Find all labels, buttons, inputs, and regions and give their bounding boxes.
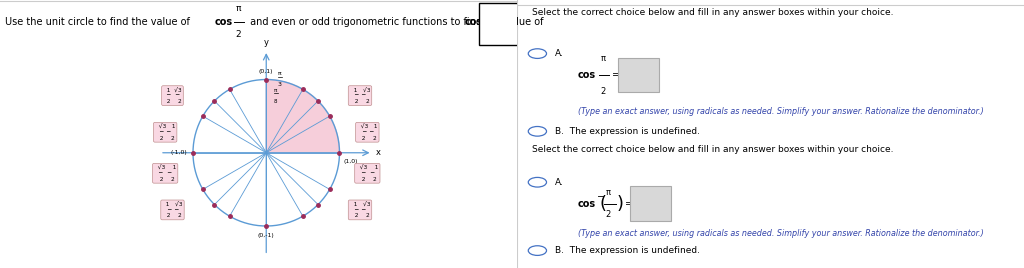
Text: 3: 3 (278, 83, 282, 87)
Text: 2: 2 (606, 210, 611, 219)
Text: (1,0): (1,0) (343, 159, 357, 164)
Text: (0,1): (0,1) (259, 69, 273, 74)
Text: 2: 2 (236, 30, 241, 39)
Text: ): ) (616, 195, 624, 213)
Text: 8: 8 (274, 99, 278, 103)
Text: (Type an exact answer, using radicals as needed. Simplify your answer. Rationali: (Type an exact answer, using radicals as… (578, 107, 984, 116)
Text: π: π (496, 10, 502, 20)
Text: cos: cos (578, 70, 596, 80)
Text: (-1,0): (-1,0) (170, 150, 187, 155)
Text: π: π (274, 88, 278, 93)
Text: π: π (236, 4, 241, 13)
Text: 1   √3
─    ─
  2    2: 1 √3 ─ ─ 2 2 (350, 202, 371, 218)
Text: x: x (376, 148, 381, 157)
Text: (Type an exact answer, using radicals as needed. Simplify your answer. Rationali: (Type an exact answer, using radicals as… (578, 229, 984, 238)
Text: cos: cos (464, 17, 482, 27)
Text: Select the correct choice below and fill in any answer boxes within your choice.: Select the correct choice below and fill… (532, 8, 894, 17)
Text: π: π (601, 54, 606, 64)
FancyBboxPatch shape (479, 3, 518, 45)
Text: (0,-1): (0,-1) (258, 233, 274, 238)
Text: 2: 2 (496, 31, 502, 40)
Text: cos: cos (578, 199, 596, 209)
Text: Select the correct choice below and fill in any answer boxes within your choice.: Select the correct choice below and fill… (532, 145, 894, 154)
Polygon shape (266, 80, 340, 153)
Text: B.  The expression is undefined.: B. The expression is undefined. (555, 127, 700, 136)
Text: and even or odd trigonometric functions to find the value of: and even or odd trigonometric functions … (247, 17, 546, 27)
Text: √3    1
─     ─
  2    2: √3 1 ─ ─ 2 2 (154, 165, 176, 182)
Text: π: π (606, 188, 611, 198)
Text: π: π (278, 71, 282, 76)
FancyBboxPatch shape (618, 58, 659, 92)
Text: 1   √3
─    ─
  2    2: 1 √3 ─ ─ 2 2 (350, 87, 371, 104)
Text: 2: 2 (601, 87, 606, 96)
Text: √3    1
─     ─
  2    2: √3 1 ─ ─ 2 2 (356, 165, 379, 182)
Text: (: ( (599, 195, 606, 213)
Text: √3   1
─    ─
  2    2: √3 1 ─ ─ 2 2 (155, 124, 175, 141)
Text: =: = (625, 199, 633, 209)
Text: y: y (264, 38, 268, 47)
Text: Use the unit circle to find the value of: Use the unit circle to find the value of (5, 17, 194, 27)
Text: 1   √3
─    ─
  2    2: 1 √3 ─ ─ 2 2 (162, 202, 182, 218)
Text: 1  √3
─     ─
  2    2: 1 √3 ─ ─ 2 2 (163, 87, 182, 104)
Text: √3   1
─    ─
  2    2: √3 1 ─ ─ 2 2 (357, 124, 378, 141)
Text: =: = (612, 70, 620, 80)
Text: cos: cos (215, 17, 232, 27)
Text: A.: A. (555, 178, 564, 187)
Text: B.  The expression is undefined.: B. The expression is undefined. (555, 246, 700, 255)
Text: −: − (597, 192, 605, 202)
Text: A.: A. (555, 49, 564, 58)
FancyBboxPatch shape (630, 186, 671, 221)
